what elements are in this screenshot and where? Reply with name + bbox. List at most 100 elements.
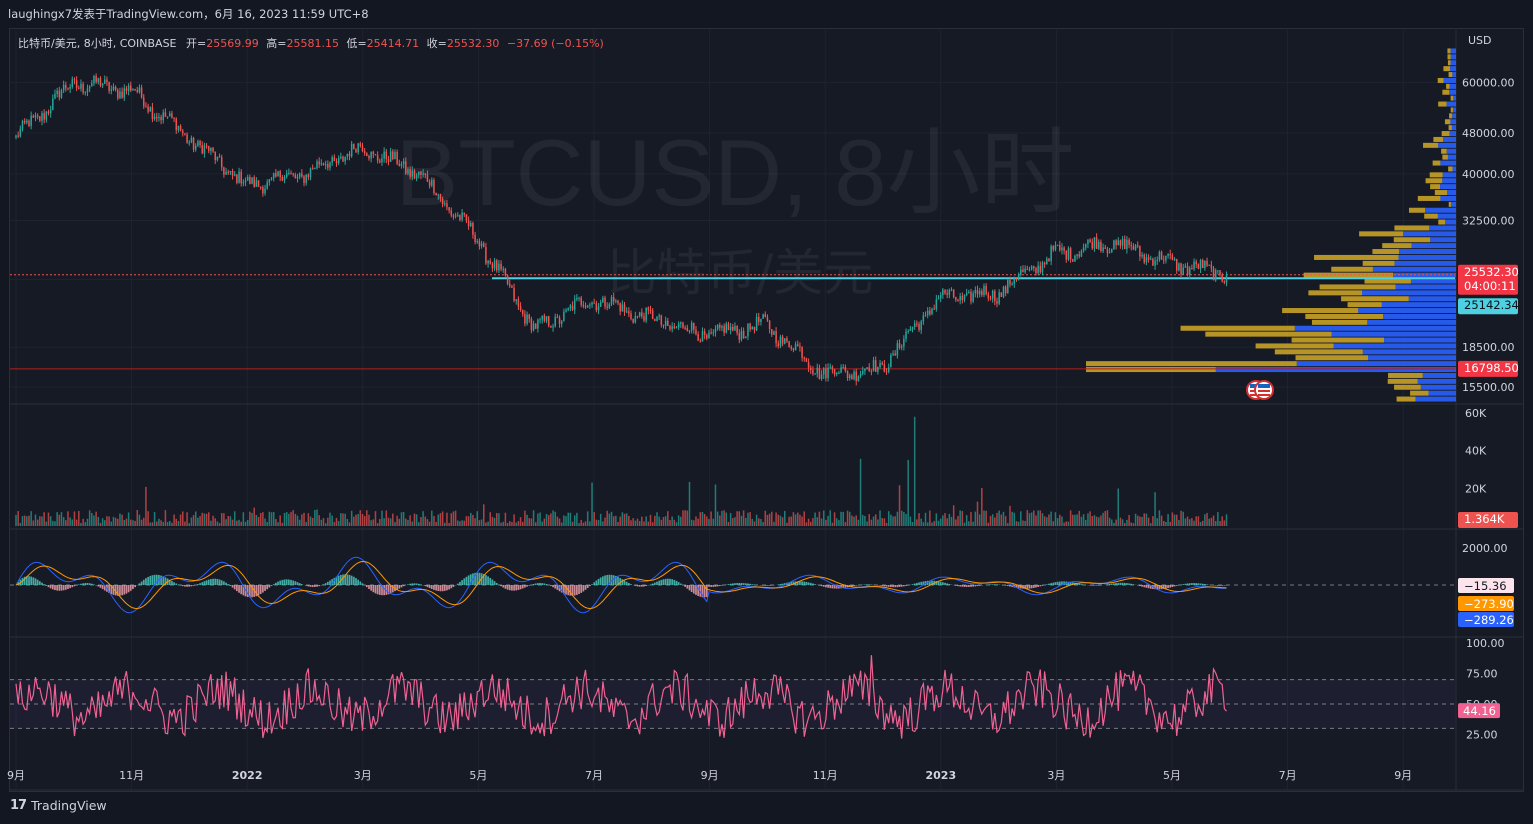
- macd-value-text: −289.26: [1464, 613, 1514, 627]
- macd-histogram-bar: [710, 585, 713, 587]
- macd-histogram-bar: [701, 585, 704, 598]
- candle-body: [394, 152, 396, 160]
- macd-histogram-bar: [173, 582, 175, 585]
- volume-profile-bar: [1440, 184, 1456, 190]
- volume-profile-bar: [1359, 231, 1404, 237]
- volume-bar: [93, 515, 95, 526]
- candle-body: [861, 371, 864, 374]
- macd-histogram-bar: [1169, 585, 1172, 588]
- candle-body: [214, 151, 216, 161]
- candle-body: [498, 263, 500, 271]
- macd-histogram-bar: [311, 585, 314, 588]
- volume-bar: [433, 515, 435, 526]
- high-value: 25581.15: [286, 37, 339, 50]
- symbol-name[interactable]: 比特币/美元, 8小时, COINBASE: [18, 37, 177, 50]
- candle-body: [1130, 244, 1133, 247]
- candle-body: [229, 170, 232, 173]
- candle-body: [482, 243, 485, 247]
- watermark-subtitle: 比特币/美元: [607, 244, 874, 302]
- volume-bar: [625, 513, 628, 526]
- volume-bar: [682, 510, 684, 526]
- macd-histogram-bar: [989, 584, 992, 585]
- macd-histogram-bar: [331, 579, 334, 585]
- volume-bar: [383, 518, 385, 526]
- macd-histogram-bar: [99, 585, 102, 588]
- volume-bar: [1100, 515, 1102, 526]
- candle-body: [1121, 238, 1124, 246]
- volume-bar: [266, 522, 268, 526]
- candle-body: [1180, 263, 1182, 275]
- tradingview-logo[interactable]: 17 TradingView: [10, 798, 107, 813]
- macd-histogram-bar: [820, 585, 823, 587]
- candle-body: [1184, 266, 1187, 268]
- macd-histogram-bar: [736, 583, 738, 585]
- macd-histogram-bar: [545, 584, 548, 585]
- volume-profile-bar: [1403, 231, 1456, 237]
- macd-histogram-bar: [905, 585, 907, 586]
- candle-body: [909, 329, 912, 331]
- volume-profile-bar: [1447, 190, 1456, 196]
- macd-histogram-bar: [67, 585, 69, 590]
- level-price-badge: [1458, 298, 1518, 315]
- volume-bar: [835, 518, 838, 526]
- volume-bar: [350, 510, 353, 526]
- candle-body: [504, 268, 507, 276]
- candle-body: [667, 320, 669, 326]
- macd-histogram-bar: [597, 578, 600, 585]
- candle-body: [153, 116, 156, 119]
- volume-bar: [528, 518, 530, 526]
- time-tick-label: 3月: [1047, 769, 1065, 782]
- volume-bar: [506, 523, 509, 526]
- candle-body: [1167, 254, 1169, 256]
- volume-bar: [853, 516, 855, 526]
- candle-body: [132, 89, 134, 91]
- volume-bar: [359, 510, 362, 526]
- volume-bar: [582, 522, 585, 526]
- candle-body: [331, 157, 333, 163]
- volume-bar: [244, 521, 247, 526]
- volume-bar: [1206, 512, 1208, 526]
- volume-bar: [647, 521, 650, 526]
- volume-bar: [630, 520, 632, 526]
- candle-body: [387, 159, 390, 162]
- volume-bar: [1102, 512, 1104, 526]
- volume-bar: [1130, 522, 1133, 526]
- volume-bar: [119, 513, 121, 526]
- volume-bar: [1039, 510, 1042, 526]
- volume-bar: [257, 517, 260, 526]
- candle-body: [333, 157, 336, 162]
- volume-profile-bar: [1429, 172, 1443, 178]
- volume-profile-bar: [1393, 237, 1431, 243]
- macd-histogram-bar: [576, 585, 578, 595]
- candle-body: [314, 168, 316, 170]
- macd-histogram-bar: [807, 582, 810, 585]
- volume-bar: [903, 511, 905, 526]
- macd-histogram-bar: [448, 585, 450, 590]
- volume-profile-bar: [1415, 396, 1456, 402]
- macd-histogram-bar: [1158, 585, 1161, 590]
- candle-body: [944, 289, 946, 294]
- volume-last-badge-text: 1.364K: [1464, 512, 1505, 526]
- last-price-badge: [1458, 264, 1518, 295]
- macd-histogram-bar: [279, 580, 282, 585]
- volume-bar: [656, 512, 658, 526]
- macd-histogram-bar: [508, 585, 511, 591]
- candle-body: [809, 367, 812, 370]
- volume-bar: [136, 510, 139, 526]
- volume-bar: [792, 512, 795, 526]
- volume-bar: [1169, 521, 1171, 526]
- macd-histogram-bar: [370, 585, 373, 591]
- macd-histogram-bar: [534, 583, 537, 585]
- candle-body: [298, 173, 301, 177]
- volume-bar: [162, 522, 165, 526]
- macd-histogram-bar: [34, 578, 37, 585]
- volume-bar: [441, 511, 444, 526]
- macd-histogram-bar: [443, 585, 446, 591]
- volume-bar: [91, 513, 93, 526]
- macd-histogram-bar: [147, 576, 149, 585]
- macd-histogram-bar: [967, 585, 970, 587]
- volume-bar: [62, 517, 65, 526]
- time-tick-label: 7月: [585, 769, 603, 782]
- candle-body: [833, 369, 836, 375]
